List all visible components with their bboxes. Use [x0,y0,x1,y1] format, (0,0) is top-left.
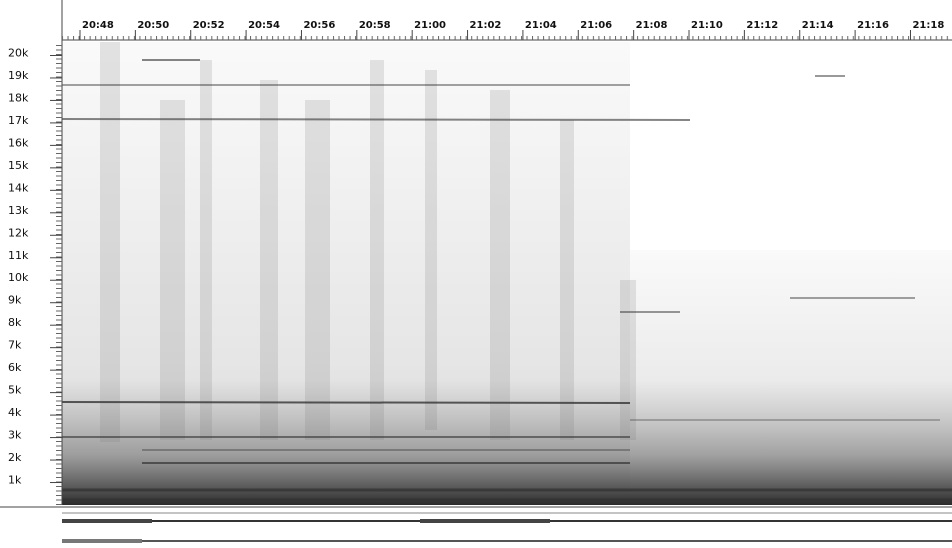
x-tick-label: 21:06 [580,20,612,31]
x-tick-label: 21:10 [691,20,723,31]
y-tick-label: 13k [8,204,29,217]
y-tick-label: 6k [8,361,22,374]
x-tick-label: 20:56 [303,20,335,31]
x-minor-ticks [62,36,952,40]
waveform [62,519,952,543]
y-tick-label: 15k [8,159,29,172]
y-tick-label: 8k [8,316,22,329]
y-minor-ticks [56,42,62,505]
y-tick-label: 11k [8,249,29,262]
spectrogram-texture [61,42,952,505]
x-tick-label: 21:18 [912,20,944,31]
x-tick-label: 21:00 [414,20,446,31]
y-tick-label: 2k [8,451,22,464]
y-tick-label: 9k [8,294,22,307]
y-tick-label: 20k [8,46,29,59]
y-tick-label: 12k [8,226,29,239]
x-tick-label: 21:14 [802,20,834,31]
x-tick-label: 20:58 [359,20,391,31]
x-tick-label: 21:02 [470,20,502,31]
x-tick-label: 21:08 [636,20,668,31]
x-tick-label: 21:04 [525,20,557,31]
y-tick-label: 4k [8,406,22,419]
x-tick-label: 21:16 [857,20,889,31]
x-tick-label: 20:50 [137,20,169,31]
y-tick-label: 5k [8,384,22,397]
y-tick-label: 17k [8,114,29,127]
y-tick-label: 3k [8,429,22,442]
y-tick-label: 10k [8,271,29,284]
y-tick-label: 7k [8,339,22,352]
y-tick-label: 16k [8,136,29,149]
y-tick-label: 14k [8,181,29,194]
y-tick-label: 19k [8,69,29,82]
x-tick-label: 20:52 [193,20,225,31]
x-tick-label: 20:54 [248,20,280,31]
y-tick-label: 18k [8,91,29,104]
x-tick-label: 20:48 [82,20,114,31]
y-tick-label: 1k [8,474,22,487]
x-tick-label: 21:12 [746,20,778,31]
